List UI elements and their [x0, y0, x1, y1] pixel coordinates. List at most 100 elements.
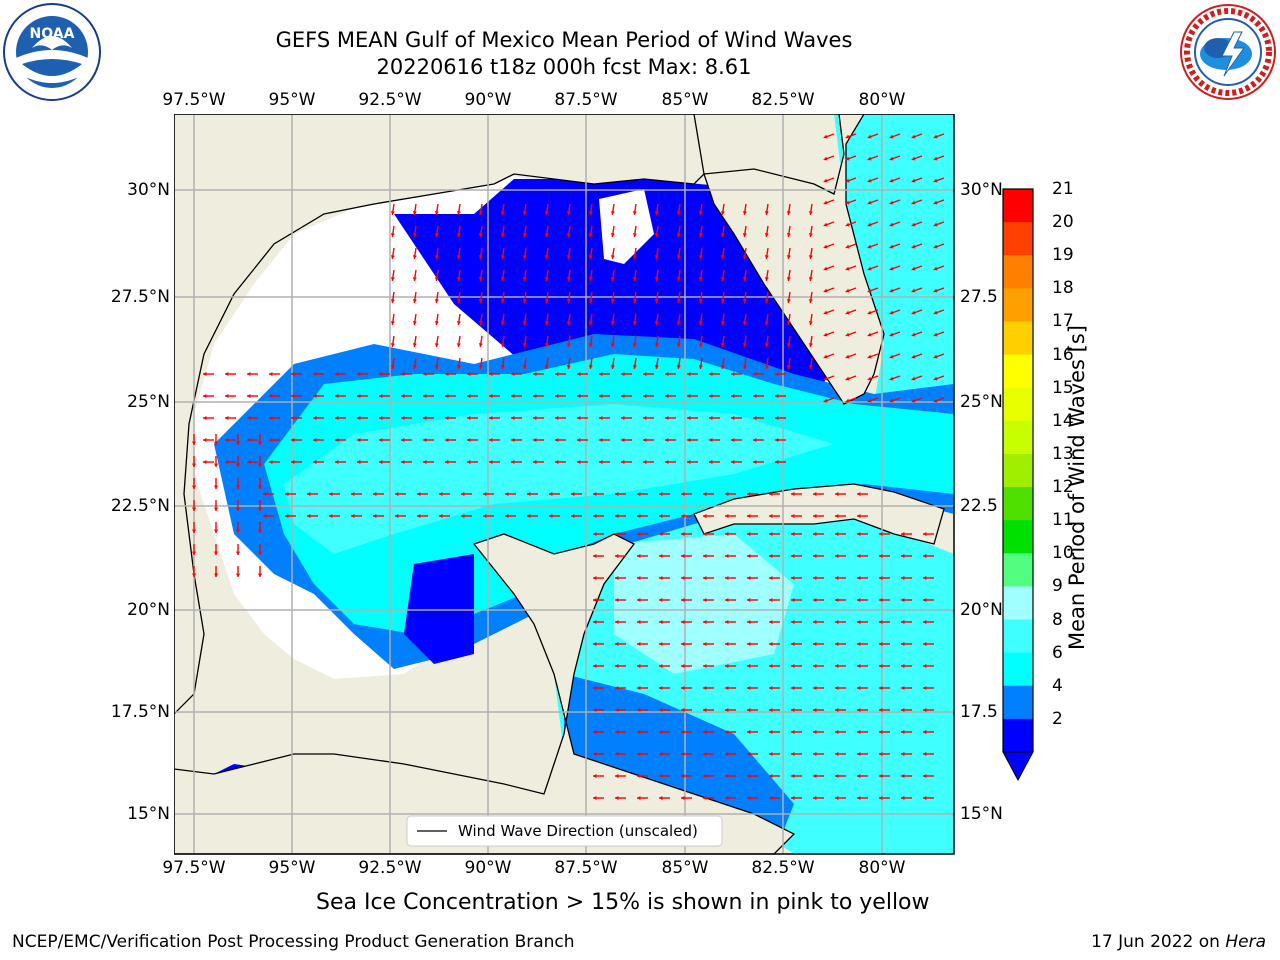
- wind-arrow-head: [786, 277, 791, 281]
- wind-arrow-head: [390, 255, 395, 259]
- wind-arrow-head: [456, 255, 461, 259]
- wind-arrow-head: [703, 729, 707, 735]
- wind-arrow-head: [654, 233, 659, 237]
- wind-arrow-head: [933, 288, 938, 293]
- wind-arrow-head: [867, 156, 872, 161]
- wind-arrow-head: [911, 376, 916, 381]
- wind-arrow-head: [747, 513, 751, 519]
- wind-arrow-head: [681, 531, 685, 537]
- wind-arrow-head: [889, 244, 894, 249]
- wind-arrow-head: [823, 266, 828, 271]
- wind-arrow-head: [235, 485, 241, 489]
- wind-arrow-head: [357, 393, 361, 399]
- colorbar-tick-label: 16: [1052, 344, 1074, 365]
- wind-arrow-head: [329, 491, 333, 497]
- colorbar-cell: [1003, 189, 1033, 223]
- wind-arrow-head: [835, 729, 839, 735]
- wind-arrow-head: [478, 233, 483, 237]
- wind-arrow-head: [511, 415, 515, 421]
- wind-arrow-head: [203, 459, 207, 465]
- wind-arrow-head: [335, 393, 339, 399]
- wind-arrow-head: [263, 491, 267, 497]
- wind-arrow-head: [599, 437, 603, 443]
- wind-arrow-head: [307, 513, 311, 519]
- wind-arrow-head: [357, 459, 361, 465]
- wind-arrow-head: [417, 491, 421, 497]
- wind-arrow-head: [911, 288, 916, 293]
- wind-arrow-head: [791, 773, 795, 779]
- wind-arrow-head: [390, 233, 395, 237]
- wind-arrow-head: [235, 441, 241, 445]
- wind-arrow-head: [867, 310, 872, 315]
- plot-title-line1: GEFS MEAN Gulf of Mexico Mean Period of …: [275, 28, 853, 52]
- lat-tick-label: 27.5°N: [110, 287, 170, 307]
- wind-arrow-head: [445, 415, 449, 421]
- lat-tick-label: 30°N: [127, 180, 170, 200]
- wind-arrow-head: [845, 376, 850, 381]
- wind-arrow-head: [889, 134, 894, 139]
- wind-arrow-head: [401, 459, 405, 465]
- wind-arrow-head: [593, 729, 597, 735]
- wind-arrow-head: [835, 513, 839, 519]
- wind-arrow-head: [857, 751, 861, 757]
- wind-arrow-head: [291, 371, 295, 377]
- wind-arrow-head: [753, 437, 757, 443]
- lon-tick-label: 85°W: [661, 90, 709, 110]
- wind-arrow-head: [676, 277, 681, 281]
- wind-arrow-head: [593, 531, 597, 537]
- wind-arrow-head: [681, 553, 685, 559]
- wind-arrow-head: [791, 751, 795, 757]
- wind-arrow-head: [379, 393, 383, 399]
- wind-arrow-head: [698, 343, 703, 347]
- wind-arrow-head: [769, 663, 773, 669]
- wind-arrow-head: [911, 200, 916, 205]
- wind-arrow-head: [808, 255, 813, 259]
- wind-arrow-head: [566, 299, 571, 303]
- wind-arrow-head: [566, 321, 571, 325]
- wind-arrow-head: [522, 255, 527, 259]
- wind-arrow-head: [703, 773, 707, 779]
- wind-arrow-head: [791, 641, 795, 647]
- wind-arrow-head: [923, 553, 927, 559]
- wind-arrow-head: [659, 597, 663, 603]
- wind-arrow-head: [867, 178, 872, 183]
- wind-arrow-head: [725, 619, 729, 625]
- wind-arrow-head: [439, 491, 443, 497]
- wind-arrow-head: [599, 371, 603, 377]
- wind-arrow-head: [747, 663, 751, 669]
- wind-arrow-head: [423, 371, 427, 377]
- wind-arrow-head: [879, 795, 883, 801]
- wind-arrow-head: [879, 663, 883, 669]
- wind-arrow-head: [489, 393, 493, 399]
- wind-arrow-head: [857, 663, 861, 669]
- wind-arrow-head: [235, 529, 241, 533]
- wind-arrow-head: [813, 729, 817, 735]
- wind-arrow-head: [654, 321, 659, 325]
- wind-arrow-head: [615, 795, 619, 801]
- wind-arrow-head: [621, 371, 625, 377]
- wind-arrow-head: [747, 641, 751, 647]
- wind-arrow-head: [533, 393, 537, 399]
- wind-arrow-head: [566, 211, 571, 215]
- wind-arrow-head: [681, 685, 685, 691]
- wind-arrow-head: [764, 321, 769, 325]
- wind-arrow-head: [412, 233, 417, 237]
- wind-arrow-head: [483, 491, 487, 497]
- wind-arrow-head: [522, 343, 527, 347]
- wind-arrow-head: [720, 255, 725, 259]
- wind-arrow-head: [412, 365, 417, 369]
- wind-arrow-head: [335, 371, 339, 377]
- wind-arrow-head: [769, 553, 773, 559]
- wind-arrow-head: [285, 513, 289, 519]
- wind-arrow-head: [637, 795, 641, 801]
- wind-arrow-head: [269, 415, 273, 421]
- wind-arrow-head: [225, 371, 229, 377]
- wind-arrow-head: [764, 211, 769, 215]
- wind-arrow-head: [599, 415, 603, 421]
- wind-arrow-head: [379, 437, 383, 443]
- wind-arrow-head: [742, 233, 747, 237]
- colorbar-tick-label: 2: [1052, 708, 1063, 729]
- wind-arrow-head: [313, 459, 317, 465]
- colorbar-cell: [1003, 619, 1033, 654]
- lon-tick-label: 97.5°W: [162, 858, 226, 878]
